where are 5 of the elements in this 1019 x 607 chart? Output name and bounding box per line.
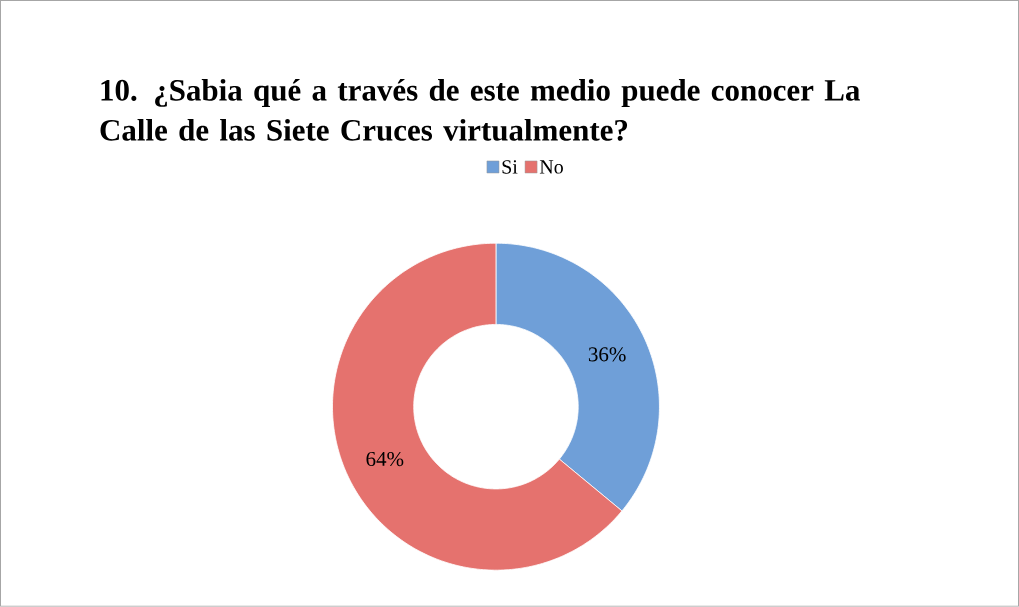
legend-label: Si [502, 160, 518, 174]
data-label: 36% [588, 347, 626, 362]
data-label: 64% [366, 452, 404, 467]
chart-title: 10. ¿Sabia qué a través de este medio puede conocer La Calle de las Siete Cruces virtualmente? [100, 79, 860, 141]
legend-label: No [539, 160, 563, 174]
